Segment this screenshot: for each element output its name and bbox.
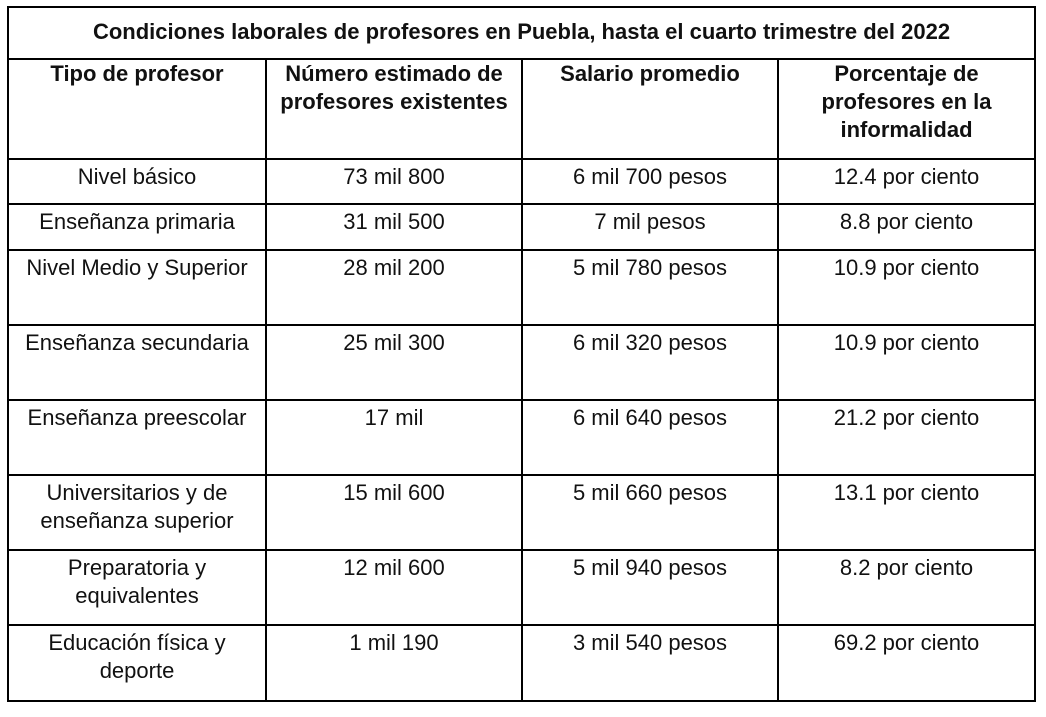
table-row: Preparatoria y equivalentes 12 mil 600 5… [7, 549, 1037, 626]
table-cell: 7 mil pesos [521, 203, 779, 251]
table-cell: 6 mil 640 pesos [521, 399, 779, 476]
table-cell: 8.8 por ciento [776, 203, 1037, 251]
table-cell: Nivel básico [7, 158, 267, 205]
table-row: Enseñanza preescolar 17 mil 6 mil 640 pe… [7, 399, 1037, 476]
table-cell: 6 mil 320 pesos [521, 324, 779, 401]
table-container: Condiciones laborales de profesores en P… [6, 6, 1037, 702]
table-row: Universitarios y de enseñanza superior 1… [7, 474, 1037, 551]
table-cell: 12.4 por ciento [776, 158, 1037, 205]
column-header: Tipo de profesor [7, 58, 267, 160]
table-row: Enseñanza secundaria 25 mil 300 6 mil 32… [7, 324, 1037, 401]
table-title: Condiciones laborales de profesores en P… [6, 6, 1037, 60]
table-cell: 15 mil 600 [265, 474, 523, 551]
table-cell: Preparatoria y equivalentes [7, 549, 267, 626]
table-cell: 3 mil 540 pesos [521, 624, 779, 702]
table-cell: 13.1 por ciento [776, 474, 1037, 551]
table-cell: 6 mil 700 pesos [521, 158, 779, 205]
table-cell: 5 mil 780 pesos [521, 249, 779, 326]
table-cell: 5 mil 660 pesos [521, 474, 779, 551]
table-cell: Universitarios y de enseñanza superior [7, 474, 267, 551]
table-cell: 73 mil 800 [265, 158, 523, 205]
table-cell: Educación física y deporte [7, 624, 267, 702]
table-cell: Enseñanza preescolar [7, 399, 267, 476]
column-header: Número estimado de profesores existentes [265, 58, 523, 160]
table-cell: Enseñanza secundaria [7, 324, 267, 401]
table-cell: 1 mil 190 [265, 624, 523, 702]
table-cell: 69.2 por ciento [776, 624, 1037, 702]
table-cell: 8.2 por ciento [776, 549, 1037, 626]
column-header: Salario promedio [521, 58, 779, 160]
table-cell: Nivel Medio y Superior [7, 249, 267, 326]
table-row: Educación física y deporte 1 mil 190 3 m… [7, 624, 1037, 702]
table-cell: 10.9 por ciento [776, 249, 1037, 326]
table-cell: 10.9 por ciento [776, 324, 1037, 401]
table-cell: 5 mil 940 pesos [521, 549, 779, 626]
table-cell: Enseñanza primaria [7, 203, 267, 251]
table-row: Nivel Medio y Superior 28 mil 200 5 mil … [7, 249, 1037, 326]
table-row: Nivel básico 73 mil 800 6 mil 700 pesos … [7, 158, 1037, 205]
table-cell: 17 mil [265, 399, 523, 476]
header-row: Tipo de profesor Número estimado de prof… [7, 58, 1037, 160]
table-cell: 12 mil 600 [265, 549, 523, 626]
table-cell: 28 mil 200 [265, 249, 523, 326]
table-cell: 31 mil 500 [265, 203, 523, 251]
table-cell: 25 mil 300 [265, 324, 523, 401]
table-row: Enseñanza primaria 31 mil 500 7 mil peso… [7, 203, 1037, 251]
teacher-conditions-table: Condiciones laborales de profesores en P… [6, 6, 1037, 702]
column-header: Porcentaje de profesores en la informali… [776, 58, 1037, 160]
table-cell: 21.2 por ciento [776, 399, 1037, 476]
